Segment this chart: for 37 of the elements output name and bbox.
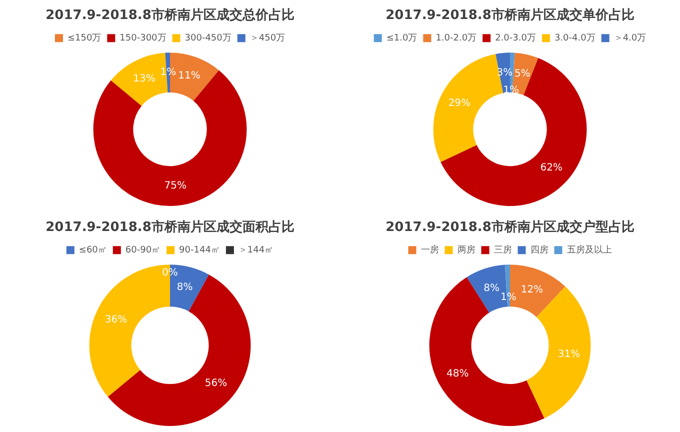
legend-label: ＞4.0万 bbox=[614, 33, 646, 44]
legend-label: 2.0-3.0万 bbox=[495, 33, 536, 44]
data-label: 56% bbox=[204, 378, 228, 389]
legend-label: 90-144㎡ bbox=[179, 245, 220, 256]
legend-label: ＞144㎡ bbox=[238, 245, 274, 256]
data-label: 62% bbox=[540, 162, 562, 174]
legend-label: 1.0-2.0万 bbox=[436, 33, 477, 44]
legend-label: 300-450万 bbox=[184, 33, 232, 44]
chart-title: 2017.9-2018.8市桥南片区成交户型占比 bbox=[386, 219, 634, 236]
data-label: 31% bbox=[558, 349, 580, 360]
legend-label: 一房 bbox=[420, 244, 439, 256]
legend-label: 60-90㎡ bbox=[125, 245, 161, 256]
data-label: 12% bbox=[520, 284, 544, 296]
chart-title: 2017.9-2018.8市桥南片区成交面积占比 bbox=[46, 219, 294, 236]
legend-label: 3.0-4.0万 bbox=[554, 33, 596, 44]
text: 0% bbox=[162, 268, 178, 279]
data-label: 11% bbox=[178, 70, 200, 82]
legend-label: 两房 bbox=[457, 244, 476, 256]
legend-label: ≤60㎡ bbox=[78, 245, 107, 256]
data-label: 75% bbox=[164, 180, 186, 192]
legend-label: 四房 bbox=[530, 244, 548, 256]
legend-label: 五房及以上 bbox=[566, 244, 612, 256]
chart-title: 2017.9-2018.8市桥南片区成交单价占比 bbox=[386, 7, 634, 24]
legend-label: 三房 bbox=[494, 244, 512, 256]
data-label: 29% bbox=[448, 98, 471, 110]
data-label: 5% bbox=[514, 68, 530, 80]
legend-label: ≤150万 bbox=[67, 33, 102, 44]
data-label: 13% bbox=[133, 73, 156, 84]
data-label: 8% bbox=[484, 283, 500, 294]
data-label: 8% bbox=[176, 282, 193, 294]
legend-label: ＞450万 bbox=[250, 33, 286, 44]
data-label: 36% bbox=[104, 314, 128, 326]
chart-title: 2017.9-2018.8市桥南片区成交总价占比 bbox=[46, 7, 294, 24]
data-label: 1% bbox=[503, 85, 520, 96]
legend-label: 150-300万 bbox=[120, 33, 166, 44]
data-label: 48% bbox=[446, 368, 469, 380]
legend-label: ≤1.0万 bbox=[386, 33, 418, 44]
